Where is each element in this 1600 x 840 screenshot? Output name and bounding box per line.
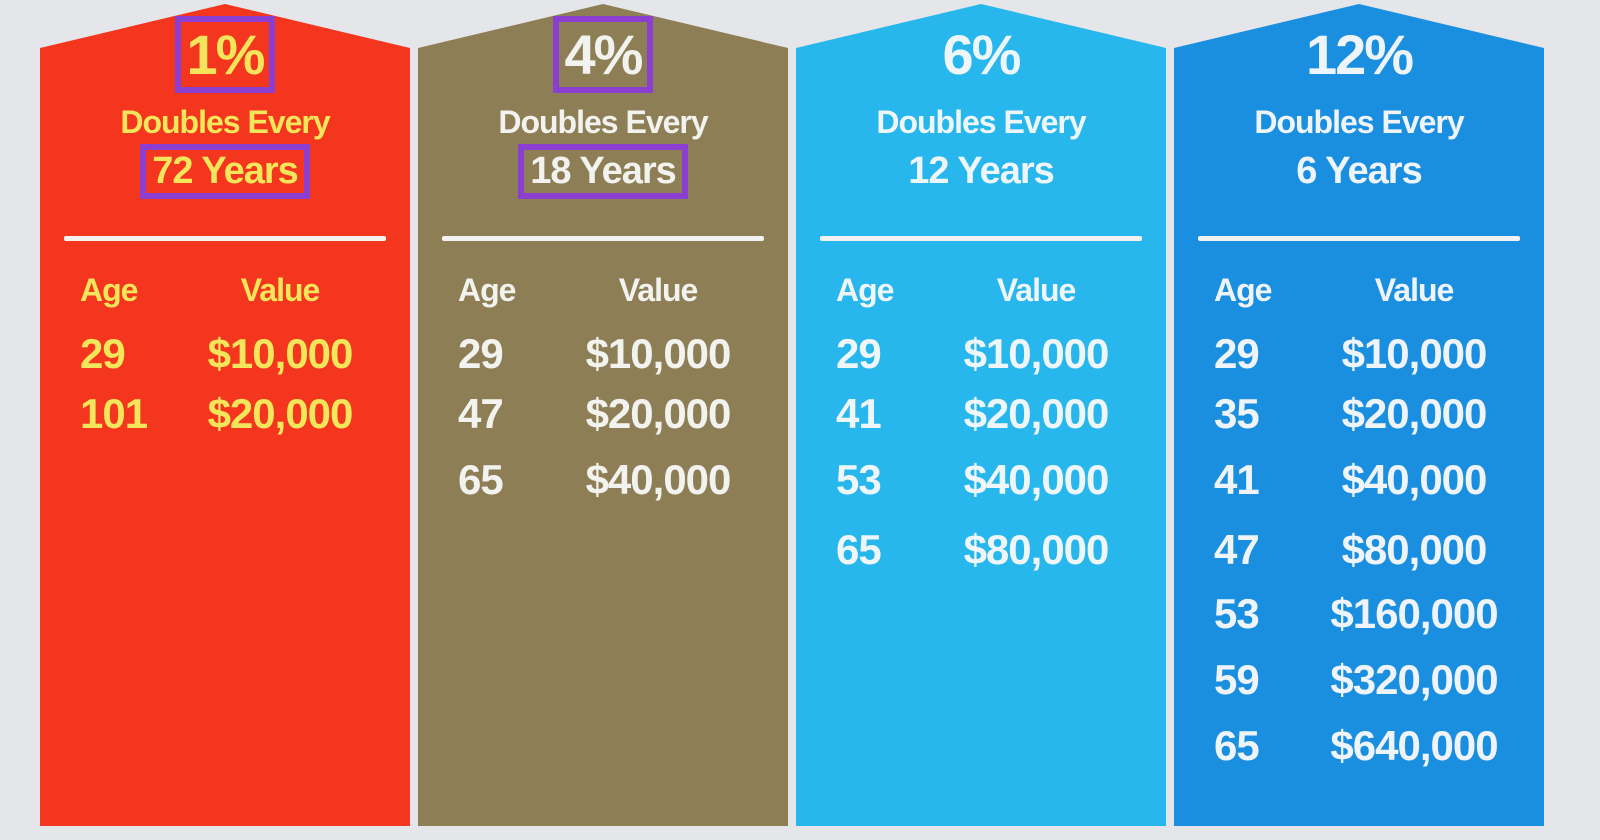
doubling-period: 72 Years [40,144,410,199]
value-cell: $20,000 [585,390,732,437]
doubling-period: 18 Years [418,144,788,199]
rate-value: 4% [552,16,654,93]
rate-column-1pct: 1% Doubles Every 72 Years Age Value 29 $10,… [40,4,410,826]
age-cell: 47 [458,390,504,437]
age-cell: 41 [836,390,882,437]
rate-value: 12% [1305,23,1414,86]
divider [442,236,764,241]
value-header: Value [1374,272,1455,308]
value-cell: $40,000 [585,456,732,503]
doubles-every-label: Doubles Every [498,104,708,140]
age-cell: 65 [1214,722,1260,769]
age-header: Age [80,272,138,308]
value-cell: $10,000 [963,330,1110,377]
rate-label: 12% [1174,22,1544,87]
value-cell: $80,000 [963,526,1110,573]
age-cell: 53 [836,456,882,503]
value-cell: $80,000 [1341,526,1488,573]
divider [64,236,386,241]
rate-column-4pct: 4% Doubles Every 18 Years Age Value 29 $10,… [418,4,788,826]
doubling-years: 12 Years [908,150,1055,192]
value-cell: $40,000 [963,456,1110,503]
rate-label: 6% [796,22,1166,87]
rate-value: 1% [174,16,276,93]
age-cell: 29 [836,330,882,377]
value-cell: $10,000 [1341,330,1488,377]
doubling-period: 12 Years [796,150,1166,193]
age-cell: 47 [1214,526,1260,573]
age-header: Age [458,272,516,308]
age-cell: 29 [80,330,126,377]
rate-value: 6% [942,23,1022,86]
divider [820,236,1142,241]
doubling-years: 6 Years [1296,150,1422,192]
age-cell: 35 [1214,390,1260,437]
age-cell: 101 [80,390,148,437]
doubles-every-label: Doubles Every [876,104,1086,140]
rate-label: 1% [40,16,410,93]
value-cell: $10,000 [585,330,732,377]
value-cell: $20,000 [207,390,354,437]
doubles-every-label: Doubles Every [120,104,330,140]
rate-column-12pct: 12% Doubles Every 6 Years Age Value 29 $10,… [1174,4,1544,826]
value-cell: $20,000 [963,390,1110,437]
age-header: Age [836,272,894,308]
value-cell: $640,000 [1330,722,1498,769]
value-cell: $10,000 [207,330,354,377]
doubling-years: 18 Years [518,144,688,199]
age-cell: 29 [1214,330,1260,377]
age-cell: 65 [458,456,504,503]
value-cell: $20,000 [1341,390,1488,437]
rate-column-6pct: 6% Doubles Every 12 Years Age Value 29 $10,… [796,4,1166,826]
age-cell: 29 [458,330,504,377]
rate-label: 4% [418,16,788,93]
age-header: Age [1214,272,1272,308]
divider [1198,236,1520,241]
value-header: Value [240,272,321,308]
value-cell: $40,000 [1341,456,1488,503]
value-header: Value [996,272,1077,308]
age-cell: 41 [1214,456,1260,503]
value-cell: $320,000 [1330,656,1498,703]
value-cell: $160,000 [1330,590,1498,637]
age-cell: 65 [836,526,882,573]
age-cell: 53 [1214,590,1260,637]
value-header: Value [618,272,699,308]
doubling-period: 6 Years [1174,150,1544,193]
doubles-every-label: Doubles Every [1254,104,1464,140]
age-cell: 59 [1214,656,1260,703]
doubling-years: 72 Years [140,144,310,199]
